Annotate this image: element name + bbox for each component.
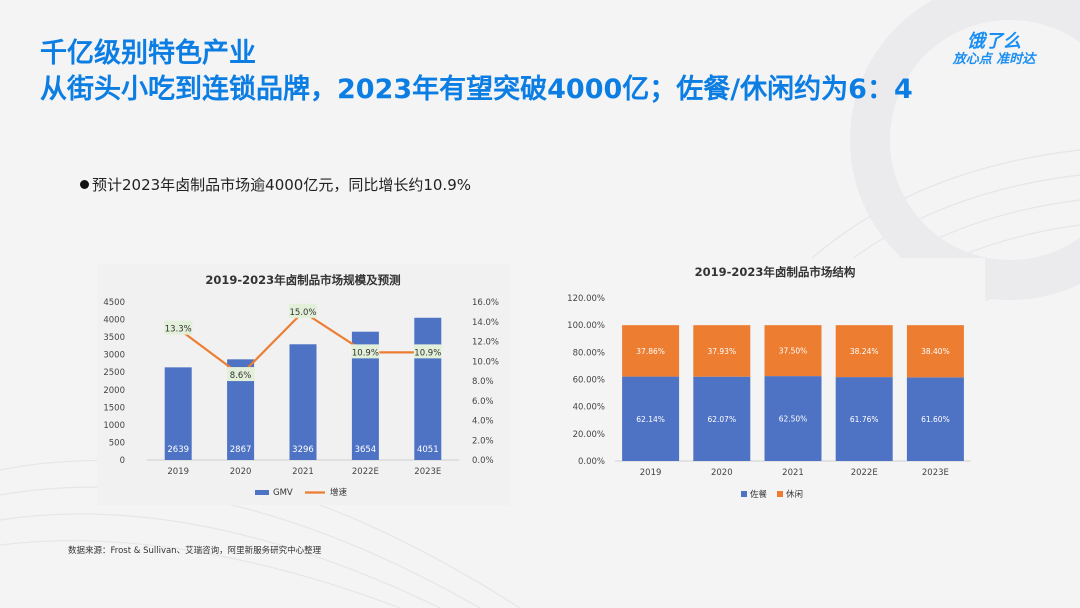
legend-swatch-snack <box>777 491 783 497</box>
legend-label-gmv: GMV <box>273 488 293 498</box>
market-size-chart-panel: 2019-2023年卤制品市场规模及预测 0 500 1000 1500 2000 2500… <box>97 264 510 505</box>
logo-slogan: 放心点 准时达 <box>952 52 1036 67</box>
growth-label-bg <box>289 303 317 318</box>
legend-swatch-gmv <box>255 490 269 495</box>
data-source-note: 数据来源：Frost & Sullivan、艾瑞咨询，阿里新服务研究中心整理 <box>68 546 322 556</box>
snack-data-label: 37.86% <box>636 347 665 356</box>
market-structure-chart-panel: 2019-2023年卤制品市场结构 0.00% 20.00% 40.00% 60.00%… <box>565 258 985 506</box>
legend-label-side-dish: 佐餐 <box>750 489 768 500</box>
side-dish-data-label: 61.76% <box>850 415 879 424</box>
gmv-bar <box>289 344 317 460</box>
growth-label-bg <box>413 344 442 359</box>
side-dish-data-label: 61.60% <box>921 415 950 424</box>
gmv-bar <box>164 367 192 460</box>
y-right-tick-label: 4.0% <box>472 417 494 427</box>
y-tick-label: 0.00% <box>578 457 605 467</box>
x-tick-label: 2019 <box>167 467 189 477</box>
share-bar-side-dish <box>764 376 822 461</box>
gmv-data-label: 3654 <box>355 445 377 455</box>
y-tick-label: 100.00% <box>567 321 605 331</box>
growth-data-label: 13.3% <box>165 325 192 335</box>
gmv-data-label: 2639 <box>167 445 189 455</box>
x-tick-label: 2021 <box>292 467 314 477</box>
y-right-tick-label: 12.0% <box>472 338 499 348</box>
y-left-tick-label: 3500 <box>103 333 125 343</box>
side-dish-data-label: 62.14% <box>636 415 665 424</box>
share-bar-snack <box>693 325 751 377</box>
bullet-dot-icon <box>80 180 89 189</box>
legend-swatch-side-dish <box>741 491 747 497</box>
y-left-tick-label: 2000 <box>103 386 125 396</box>
chart-title: 2019-2023年卤制品市场规模及预测 <box>205 273 400 287</box>
snack-data-label: 38.40% <box>921 347 950 356</box>
eleme-logo: 饿了么 放心点 准时达 <box>934 32 1054 68</box>
snack-data-label: 37.50% <box>779 347 808 356</box>
y-left-tick-label: 1500 <box>103 403 125 413</box>
x-tick-label: 2019 <box>640 468 662 478</box>
share-bar-snack <box>764 325 822 377</box>
y-left-tick-label: 500 <box>109 438 125 448</box>
y-right-tick-label: 2.0% <box>472 436 494 446</box>
page-subtitle: 从街头小吃到连锁品牌，2023年有望突破4000亿；佐餐/休闲约为6：4 <box>40 74 913 105</box>
chart-title: 2019-2023年卤制品市场结构 <box>695 265 856 279</box>
legend-label-snack: 休闲 <box>786 489 803 500</box>
y-tick-label: 60.00% <box>573 376 605 386</box>
y-left-tick-label: 3000 <box>103 351 125 361</box>
y-left-tick-label: 2500 <box>103 368 125 378</box>
growth-data-label: 10.9% <box>414 348 441 358</box>
gmv-data-label: 2867 <box>230 445 252 455</box>
y-tick-label: 120.00% <box>567 294 605 304</box>
logo-brand: 饿了么 <box>967 31 1021 52</box>
y-right-tick-label: 16.0% <box>472 298 499 308</box>
key-point: 预计2023年卤制品市场逾4000亿元，同比增长约10.9% <box>80 174 471 195</box>
growth-data-label: 15.0% <box>289 308 316 318</box>
y-left-tick-label: 4000 <box>103 316 125 326</box>
market-structure-chart: 2019-2023年卤制品市场结构 0.00% 20.00% 40.00% 60.00%… <box>567 265 971 500</box>
page-title: 千亿级别特色产业 <box>40 38 256 69</box>
y-left-tick-label: 0 <box>120 456 125 466</box>
growth-label-bg <box>351 344 380 359</box>
y-tick-label: 20.00% <box>573 430 605 440</box>
x-tick-label: 2023E <box>414 467 441 477</box>
snack-data-label: 37.93% <box>707 347 736 356</box>
x-tick-label: 2021 <box>782 468 804 478</box>
y-right-tick-label: 10.0% <box>472 357 499 367</box>
y-right-tick-label: 0.0% <box>472 456 494 466</box>
share-bar-side-dish <box>693 376 751 461</box>
growth-label-bg <box>226 367 255 382</box>
side-dish-data-label: 62.07% <box>707 415 736 424</box>
share-bar-snack <box>622 325 680 377</box>
y-tick-label: 40.00% <box>573 403 605 413</box>
gmv-data-label: 3296 <box>292 445 314 455</box>
side-dish-data-label: 62.50% <box>779 415 808 424</box>
legend-label-growth: 增速 <box>330 487 348 498</box>
share-bar-side-dish <box>622 376 680 461</box>
key-point-text: 预计2023年卤制品市场逾4000亿元，同比增长约10.9% <box>92 176 472 194</box>
x-tick-label: 2022E <box>851 468 878 478</box>
x-tick-label: 2020 <box>711 468 733 478</box>
share-bar-snack <box>835 325 893 378</box>
share-bar-side-dish <box>906 377 964 461</box>
x-tick-label: 2020 <box>230 467 252 477</box>
y-left-tick-label: 1000 <box>103 421 125 431</box>
growth-label-bg <box>164 320 193 335</box>
growth-data-label: 10.9% <box>352 348 379 358</box>
x-tick-label: 2022E <box>352 467 379 477</box>
share-bar-side-dish <box>835 377 893 461</box>
market-size-chart: 2019-2023年卤制品市场规模及预测 0 500 1000 1500 2000 2500… <box>103 273 499 498</box>
y-tick-label: 80.00% <box>573 348 605 358</box>
y-right-tick-label: 8.0% <box>472 377 494 387</box>
y-right-tick-label: 14.0% <box>472 318 499 328</box>
gmv-data-label: 4051 <box>417 445 439 455</box>
y-left-tick-label: 4500 <box>103 298 125 308</box>
y-right-tick-label: 6.0% <box>472 397 494 407</box>
growth-data-label: 8.6% <box>230 371 252 381</box>
x-tick-label: 2023E <box>922 468 949 478</box>
share-bar-snack <box>906 325 964 378</box>
gmv-bar <box>414 317 442 460</box>
snack-data-label: 38.24% <box>850 347 879 356</box>
